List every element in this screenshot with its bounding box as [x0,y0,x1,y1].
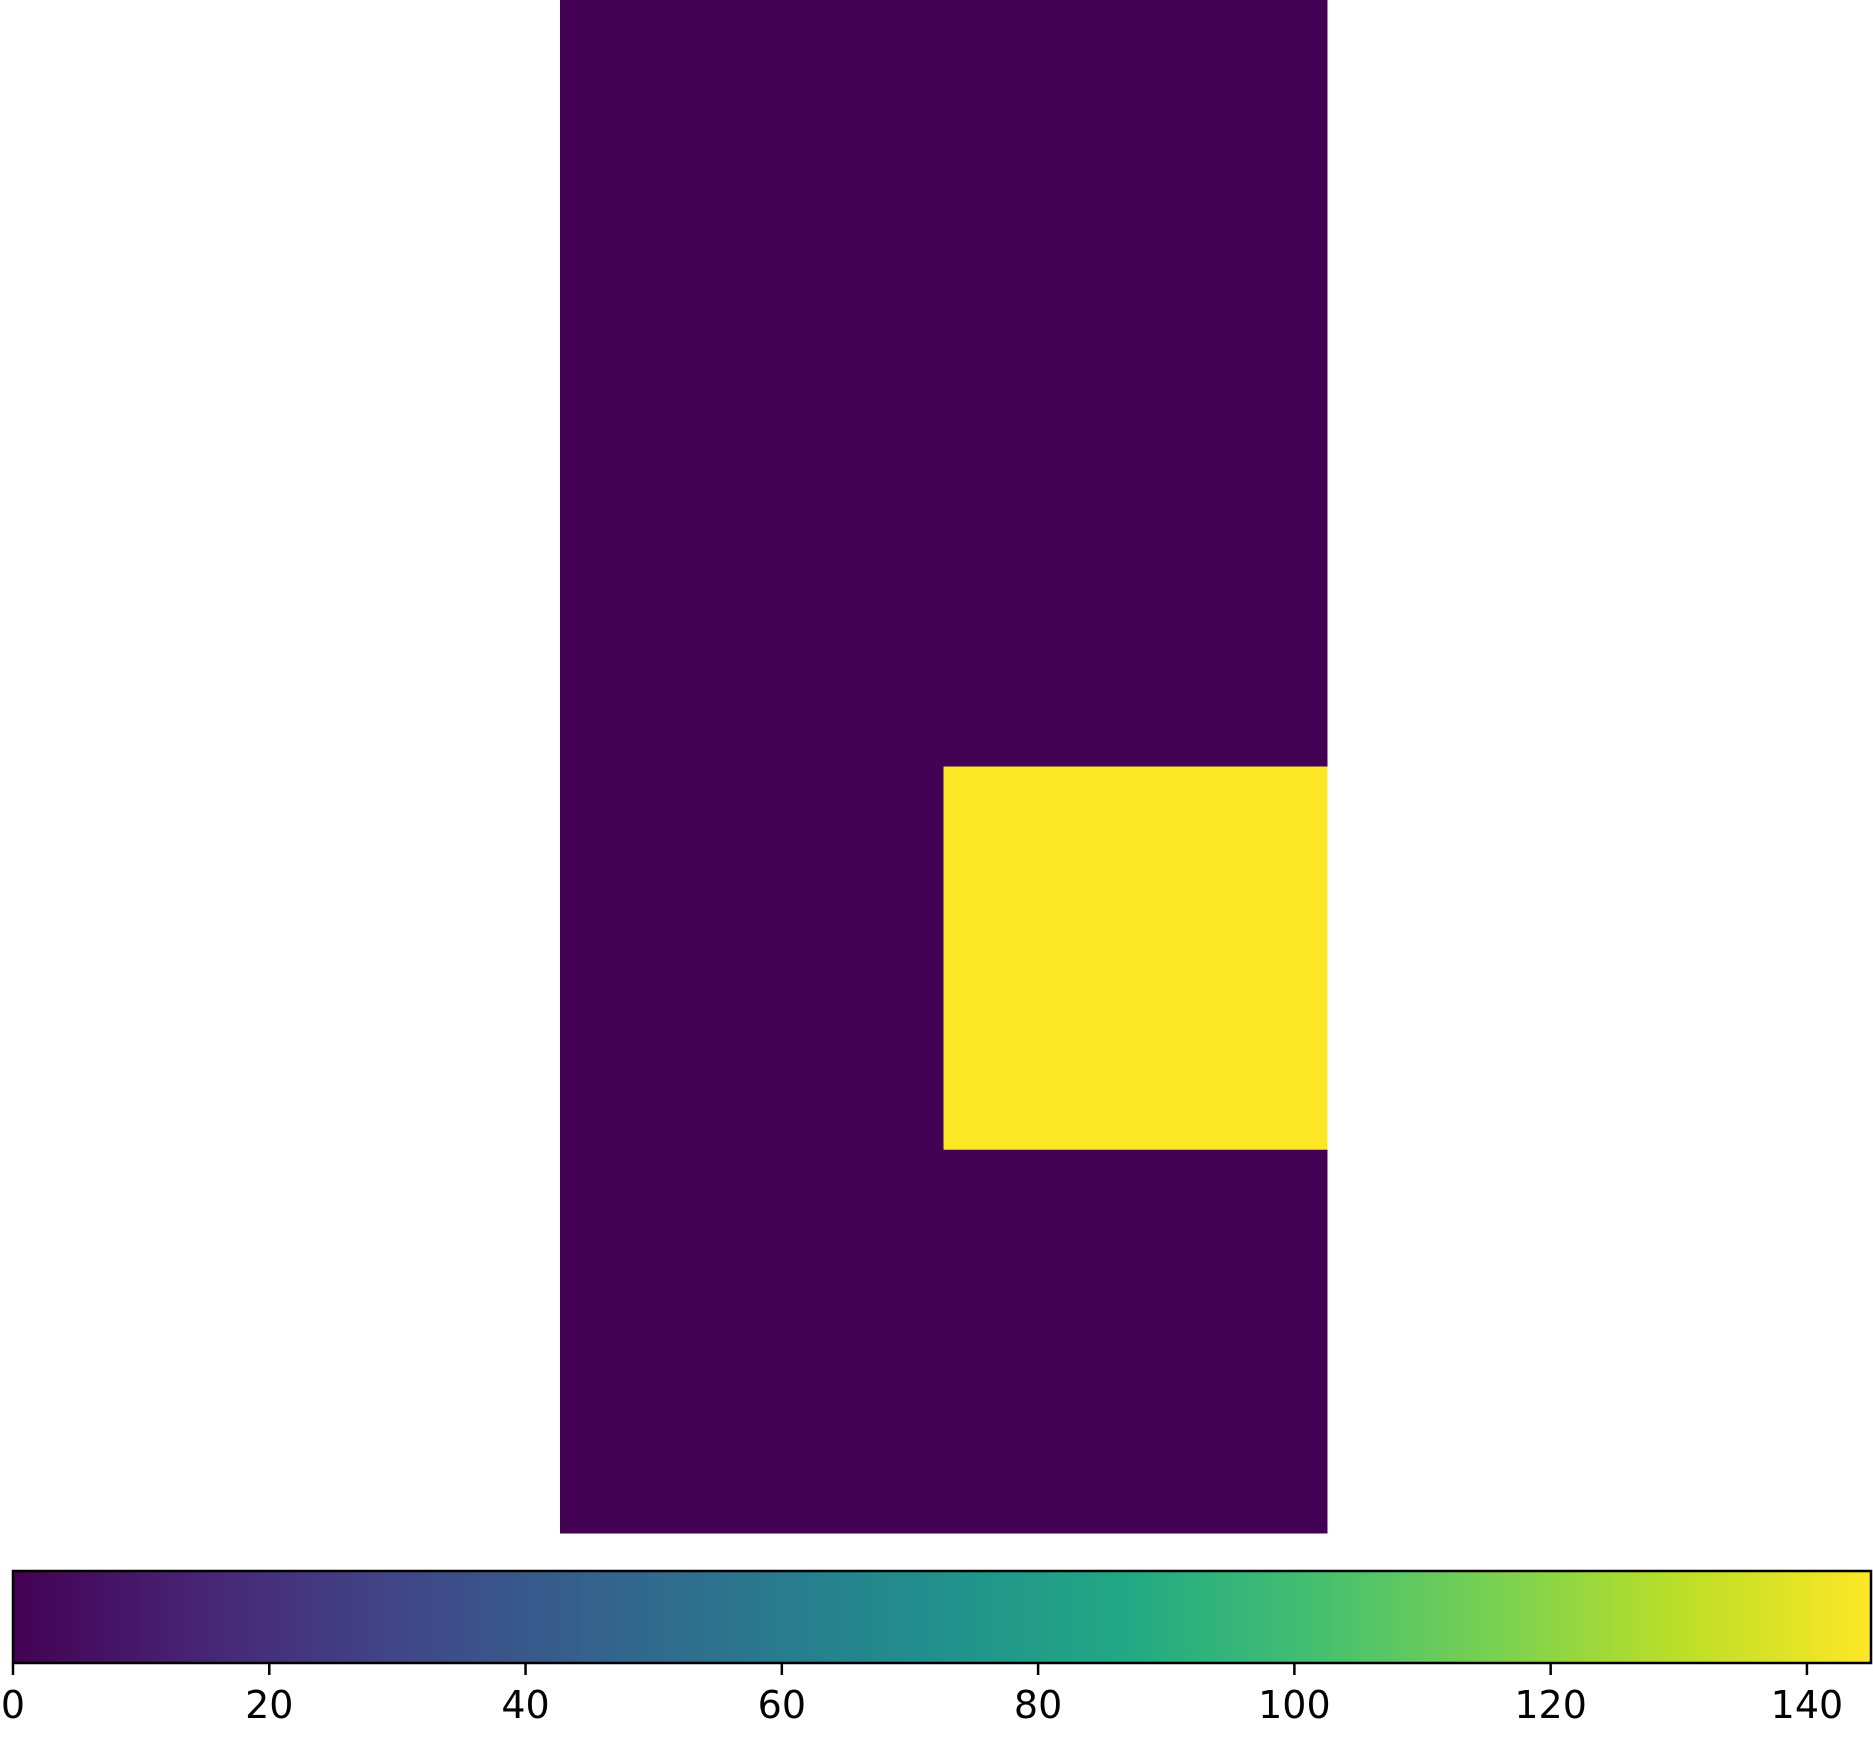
heatmap-cell-r2-c1 [943,766,1328,1151]
colorbar-ticks: 0 20 40 60 80 100 120 140 [1,1663,1843,1727]
colorbar-tick-label-140: 140 [1771,1683,1844,1727]
colorbar-tick-label-60: 60 [758,1683,806,1727]
colorbar: 0 20 40 60 80 100 120 140 [1,1569,1873,1727]
heatmap-cell-r3-c0 [560,1149,944,1534]
colorbar-frame [11,1569,1873,1665]
heatmap-cell-r0-c1 [943,0,1328,384]
colorbar-gradient [13,1571,1871,1663]
heatmap-cell-r1-c0 [560,383,944,767]
colorbar-tick-label-40: 40 [501,1683,549,1727]
heatmap-cell-r3-c1 [943,1149,1328,1534]
heatmap-cell-r2-c0 [560,766,944,1151]
colorbar-tick-label-20: 20 [245,1683,293,1727]
colorbar-tick-label-0: 0 [1,1683,25,1727]
colorbar-tick-label-120: 120 [1514,1683,1587,1727]
heatmap-cell-r0-c0 [560,0,944,384]
colorbar-tick-label-100: 100 [1258,1683,1331,1727]
heatmap-cells [560,0,1328,1534]
heatmap-cell-r1-c1 [943,383,1328,767]
colorbar-tick-label-80: 80 [1014,1683,1062,1727]
